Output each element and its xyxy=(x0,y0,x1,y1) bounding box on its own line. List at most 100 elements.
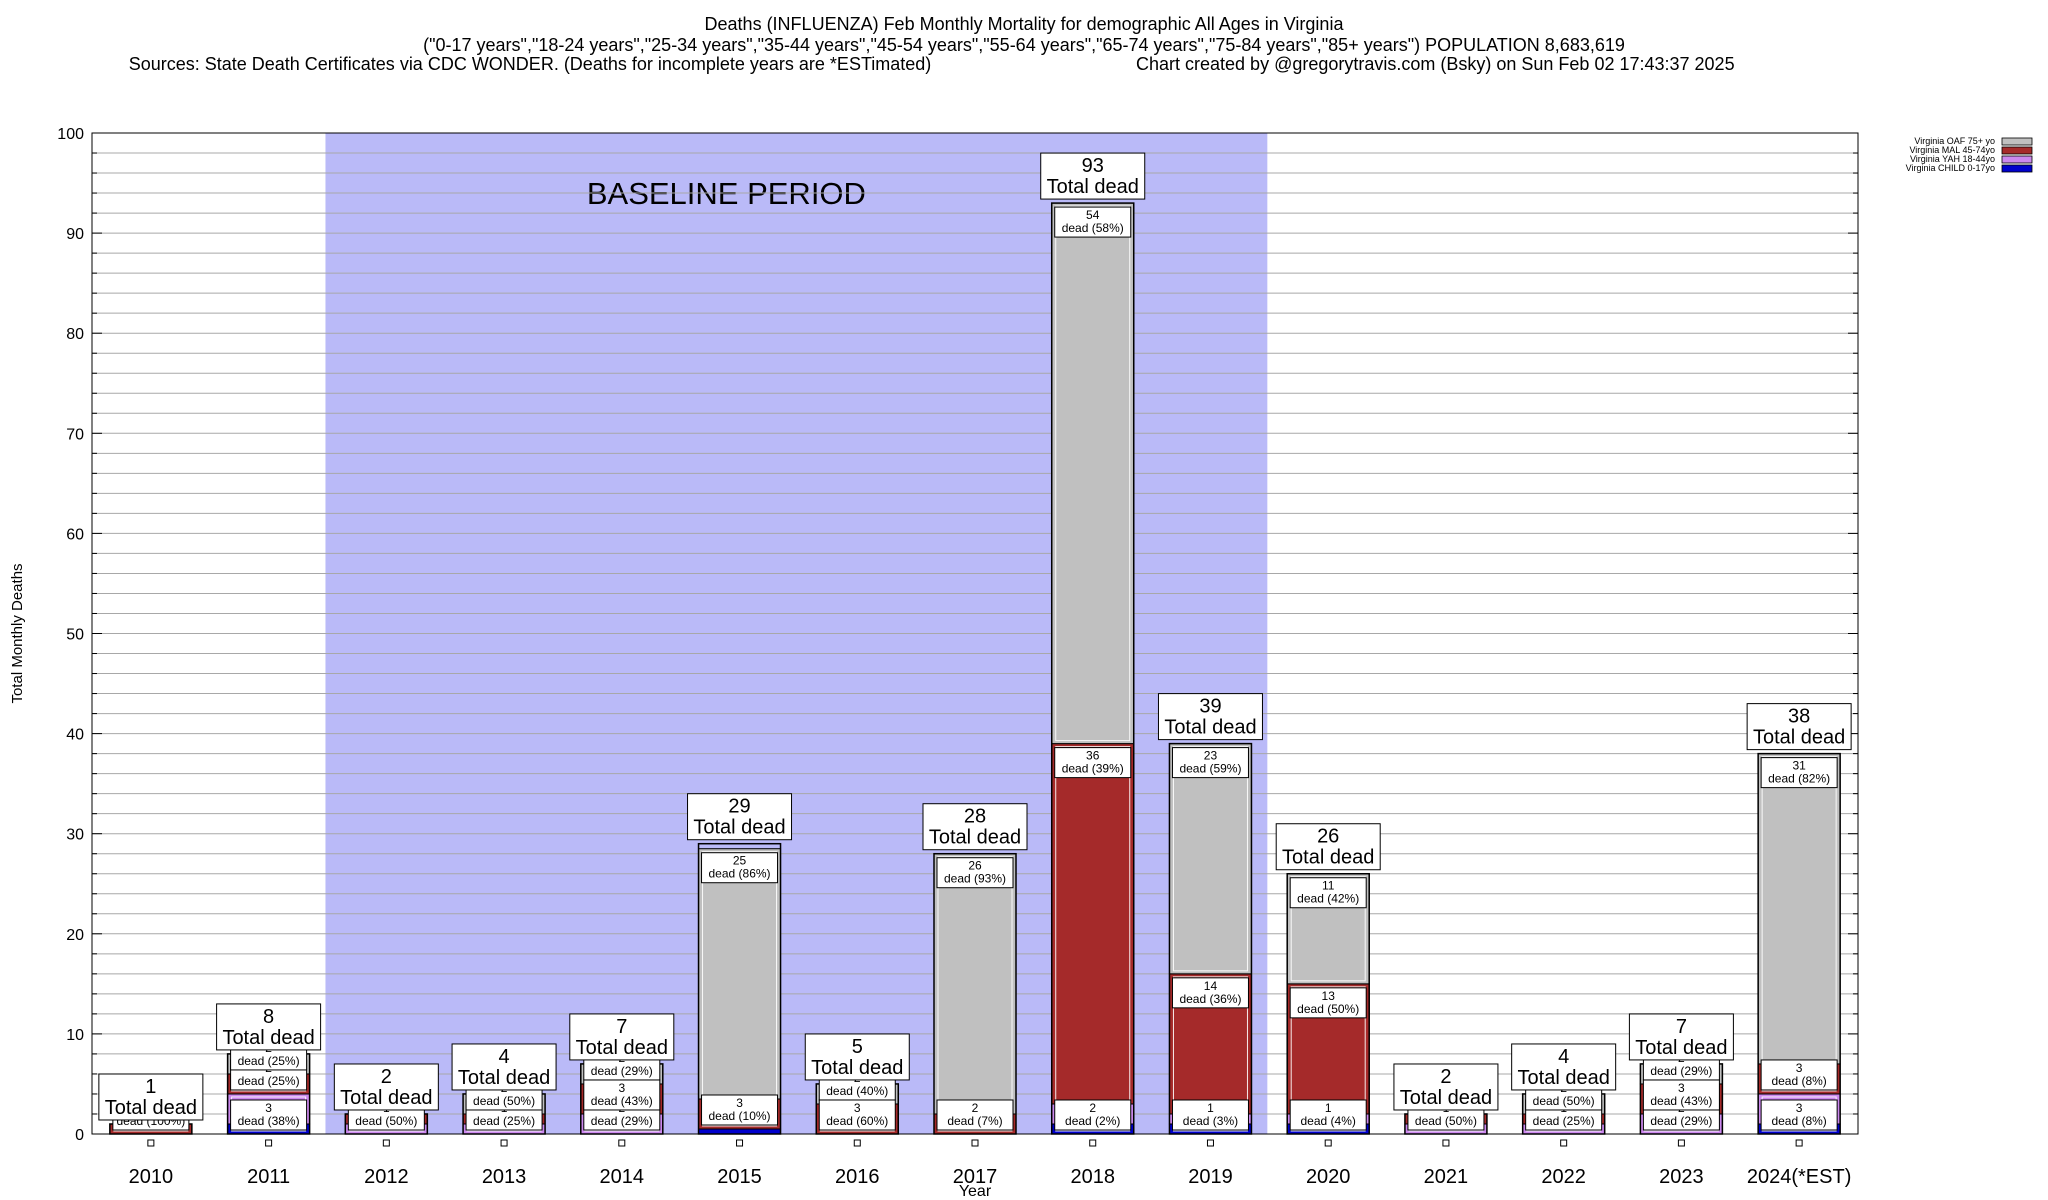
bar-segment-inner xyxy=(1290,876,1366,982)
total-label-value: 93 xyxy=(1082,155,1104,177)
total-label-box xyxy=(922,803,1028,851)
segment-label-text: dead (50%) xyxy=(355,1114,417,1128)
total-label-value: 1 xyxy=(145,1076,156,1098)
segment-label-text: dead (40%) xyxy=(826,1084,888,1098)
total-label-text: Total dead xyxy=(811,1057,903,1079)
segment-label-text: dead (50%) xyxy=(473,1094,535,1108)
segment-label-text: dead (3%) xyxy=(1183,1114,1238,1128)
segment-label-text: dead (29%) xyxy=(591,1114,653,1128)
y-tick-label: 50 xyxy=(66,627,84,644)
bar-segment-inner xyxy=(1172,746,1248,972)
total-label-value: 2 xyxy=(381,1066,392,1088)
total-label-value: 38 xyxy=(1788,706,1810,728)
bar-marker xyxy=(500,1139,508,1147)
bar-marker xyxy=(1089,1139,1097,1147)
total-label-value: 5 xyxy=(852,1036,863,1058)
y-tick-label: 70 xyxy=(66,426,84,443)
bar-segment xyxy=(1051,743,1135,1105)
segment-label-text: dead (39%) xyxy=(1062,762,1124,776)
y-tick-label: 80 xyxy=(66,326,84,343)
bar-outline xyxy=(697,842,782,1135)
segment-label-box xyxy=(936,857,1014,889)
segment-label-count: 1 xyxy=(1207,1101,1214,1115)
segment-label-text: dead (29%) xyxy=(591,1064,653,1078)
bar-segment xyxy=(1168,743,1252,975)
segment-label-text: dead (50%) xyxy=(1415,1114,1477,1128)
y-tick-label: 30 xyxy=(66,827,84,844)
bar-marker xyxy=(1795,1139,1803,1147)
total-label-box xyxy=(1511,1043,1617,1091)
bar-outline xyxy=(1757,752,1841,1135)
segment-label-text: dead (50%) xyxy=(1533,1094,1595,1108)
total-label-box xyxy=(1275,823,1381,871)
total-label-text: Total dead xyxy=(1282,847,1374,869)
bar-outline xyxy=(933,852,1017,1135)
segment-label-text: dead (8%) xyxy=(1771,1114,1826,1128)
x-tick-label: 2023 xyxy=(1659,1166,1704,1188)
segment-label-count: 3 xyxy=(736,1096,743,1110)
x-tick-label: 2022 xyxy=(1541,1166,1586,1188)
bar-marker xyxy=(736,1139,744,1147)
segment-label-count: 3 xyxy=(1796,1061,1803,1075)
bar-marker xyxy=(147,1139,155,1147)
total-label-value: 2 xyxy=(1440,1066,1451,1088)
legend-swatch xyxy=(2001,155,2033,164)
segment-label-count: 36 xyxy=(1086,749,1100,763)
segment-label-text: dead (29%) xyxy=(1650,1114,1712,1128)
total-label-value: 39 xyxy=(1199,696,1221,718)
x-tick-label: 2017 xyxy=(953,1166,998,1188)
total-label-text: Total dead xyxy=(1518,1067,1610,1089)
total-label-value: 29 xyxy=(728,796,750,818)
bar-marker xyxy=(618,1139,626,1147)
segment-label-text: dead (43%) xyxy=(591,1094,653,1108)
segment-label-text: dead (86%) xyxy=(709,867,771,881)
segment-label-box xyxy=(818,1099,896,1131)
segment-label-text: dead (10%) xyxy=(709,1109,771,1123)
total-label-box xyxy=(451,1043,557,1091)
total-label-box xyxy=(569,1013,675,1061)
x-tick-label: 2015 xyxy=(717,1166,762,1188)
bar-marker xyxy=(1324,1139,1332,1147)
x-tick-label: 2016 xyxy=(835,1166,880,1188)
bar-outline xyxy=(1050,202,1135,1135)
segment-label-text: dead (42%) xyxy=(1297,892,1359,906)
total-label-text: Total dead xyxy=(1400,1087,1492,1109)
bar-segment xyxy=(698,848,782,1100)
total-label-text: Total dead xyxy=(929,827,1021,849)
x-tick-label: 2019 xyxy=(1188,1166,1233,1188)
segment-label-box xyxy=(230,1099,308,1131)
total-label-box xyxy=(804,1033,910,1081)
bar-marker xyxy=(1560,1139,1568,1147)
chart-title: Deaths (INFLUENZA) Feb Monthly Mortality… xyxy=(704,14,1344,34)
total-label-value: 28 xyxy=(964,806,986,828)
chart-sources: Sources: State Death Certificates via CD… xyxy=(128,54,932,74)
segment-label-count: 25 xyxy=(733,854,747,868)
x-tick-label: 2021 xyxy=(1424,1166,1469,1188)
y-tick-label: 40 xyxy=(66,727,84,744)
y-tick-label: 100 xyxy=(57,126,84,143)
segment-label-box xyxy=(1289,877,1367,909)
total-label-text: Total dead xyxy=(1635,1037,1727,1059)
chart-credit: Chart created by @gregorytravis.com (Bsk… xyxy=(1136,54,1735,74)
total-label-box xyxy=(1157,693,1263,741)
segment-label-box xyxy=(1171,977,1249,1009)
segment-label-text: dead (7%) xyxy=(947,1114,1002,1128)
segment-label-box xyxy=(1760,1059,1838,1091)
segment-label-text: dead (25%) xyxy=(238,1074,300,1088)
segment-label-text: dead (43%) xyxy=(1650,1094,1712,1108)
segment-label-count: 3 xyxy=(854,1101,861,1115)
segment-label-box xyxy=(1289,1099,1367,1131)
total-label-box xyxy=(1393,1063,1499,1111)
segment-label-count: 3 xyxy=(1678,1081,1685,1095)
bar-segment xyxy=(698,1128,782,1135)
total-label-box xyxy=(1628,1013,1734,1061)
segment-label-text: dead (82%) xyxy=(1768,772,1830,786)
total-label-value: 26 xyxy=(1317,826,1339,848)
segment-label-box xyxy=(1054,747,1132,779)
segment-label-text: dead (36%) xyxy=(1179,992,1241,1006)
segment-label-text: dead (29%) xyxy=(1650,1064,1712,1078)
bar-outline xyxy=(1286,872,1370,1135)
legend-swatch xyxy=(2001,137,2033,146)
y-tick-label: 90 xyxy=(66,226,84,243)
segment-label-count: 13 xyxy=(1322,989,1336,1003)
